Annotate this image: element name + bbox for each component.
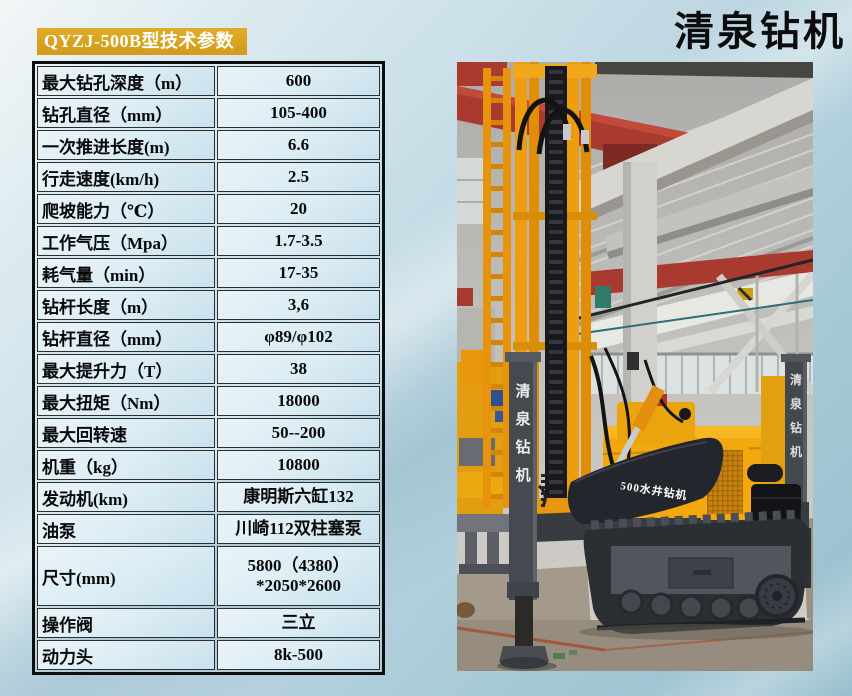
spec-row: 油泵 川崎112双柱塞泵 bbox=[37, 514, 380, 544]
spec-table: 最大钻孔深度（m） 600 钻孔直径（mm） 105-400 一次推进长度(m)… bbox=[32, 61, 385, 675]
spec-label: 油泵 bbox=[37, 514, 215, 544]
front-post-brand-vertical: 清泉钻机 bbox=[514, 382, 531, 484]
spec-row: 最大钻孔深度（m） 600 bbox=[37, 66, 380, 96]
spec-value: 10800 bbox=[217, 450, 380, 480]
hanging-cable bbox=[570, 258, 813, 322]
spec-row: 最大提升力（T） 38 bbox=[37, 354, 380, 384]
spec-value: 105-400 bbox=[217, 98, 380, 128]
hydraulic-cylinder bbox=[632, 384, 665, 432]
road-wheel bbox=[708, 595, 734, 621]
spec-value: 20 bbox=[217, 194, 380, 224]
spec-row: 最大扭矩（Nm） 18000 bbox=[37, 386, 380, 416]
spec-value: 17-35 bbox=[217, 258, 380, 288]
spec-row: 爬坡能力（℃） 20 bbox=[37, 194, 380, 224]
spec-row: 一次推进长度(m) 6.6 bbox=[37, 130, 380, 160]
road-wheel bbox=[648, 592, 674, 618]
spec-row: 工作气压（Mpa） 1.7-3.5 bbox=[37, 226, 380, 256]
rear-post-brand-vertical: 清泉钻机 bbox=[790, 372, 803, 459]
spec-label: 最大回转速 bbox=[37, 418, 215, 448]
spec-value: 18000 bbox=[217, 386, 380, 416]
spec-label: 机重（kg） bbox=[37, 450, 215, 480]
spec-row: 机重（kg） 10800 bbox=[37, 450, 380, 480]
spec-row: 动力头 8k-500 bbox=[37, 640, 380, 670]
spec-label: 行走速度(km/h) bbox=[37, 162, 215, 192]
crawler-track bbox=[579, 509, 813, 640]
spec-value: 1.7-3.5 bbox=[217, 226, 380, 256]
spec-label: 工作气压（Mpa） bbox=[37, 226, 215, 256]
wall-window bbox=[457, 158, 485, 224]
spec-label: 爬坡能力（℃） bbox=[37, 194, 215, 224]
air-cylinder bbox=[747, 464, 783, 482]
hanging-cable bbox=[576, 299, 813, 335]
machine-photo: 清泉钻机 bbox=[457, 62, 813, 671]
spec-row: 尺寸(mm) 5800（4380） *2050*2600 bbox=[37, 546, 380, 606]
front-jack-leg: 清泉钻机 bbox=[497, 352, 557, 671]
spec-value: 3,6 bbox=[217, 290, 380, 320]
spec-label: 最大钻孔深度（m） bbox=[37, 66, 215, 96]
spec-row: 钻杆长度（m） 3,6 bbox=[37, 290, 380, 320]
hydraulic-hose bbox=[603, 347, 631, 473]
hydraulic-hose bbox=[516, 97, 572, 151]
spec-label: 最大提升力（T） bbox=[37, 354, 215, 384]
spec-row: 钻孔直径（mm） 105-400 bbox=[37, 98, 380, 128]
brand-title: 清泉钻机 bbox=[674, 9, 846, 54]
crane-beam-top-left bbox=[457, 62, 507, 86]
spec-value: 三立 bbox=[217, 608, 380, 638]
spec-value: 38 bbox=[217, 354, 380, 384]
spec-value: 8k-500 bbox=[217, 640, 380, 670]
road-wheel bbox=[678, 594, 704, 620]
spec-label: 动力头 bbox=[37, 640, 215, 670]
track-shadow bbox=[579, 624, 813, 640]
spec-row: 行走速度(km/h) 2.5 bbox=[37, 162, 380, 192]
spec-value: φ89/φ102 bbox=[217, 322, 380, 352]
gray-beam-shadow bbox=[607, 188, 813, 259]
spec-value: 50--200 bbox=[217, 418, 380, 448]
spec-label: 一次推进长度(m) bbox=[37, 130, 215, 160]
spec-row: 耗气量（min） 17-35 bbox=[37, 258, 380, 288]
track-links bbox=[590, 509, 802, 530]
canopy-fender: 500水井钻机 bbox=[567, 437, 724, 524]
dark-roof-beam bbox=[595, 62, 813, 78]
road-wheel bbox=[618, 589, 644, 615]
spec-value: 2.5 bbox=[217, 162, 380, 192]
spec-title-badge: QYZJ-500B型技术参数 bbox=[37, 28, 247, 55]
spec-label: 钻杆直径（mm） bbox=[37, 322, 215, 352]
spec-row: 操作阀 三立 bbox=[37, 608, 380, 638]
spec-label: 钻杆长度（m） bbox=[37, 290, 215, 320]
spec-table-body: 最大钻孔深度（m） 600 钻孔直径（mm） 105-400 一次推进长度(m)… bbox=[37, 66, 380, 670]
spec-value: 川崎112双柱塞泵 bbox=[217, 514, 380, 544]
spec-label: 钻孔直径（mm） bbox=[37, 98, 215, 128]
spec-row: 发动机(km) 康明斯六缸132 bbox=[37, 482, 380, 512]
spec-value: 600 bbox=[217, 66, 380, 96]
spec-value: 6.6 bbox=[217, 130, 380, 160]
spec-label: 最大扭矩（Nm） bbox=[37, 386, 215, 416]
spec-label: 尺寸(mm) bbox=[37, 546, 215, 606]
spec-value: 康明斯六缸132 bbox=[217, 482, 380, 512]
spec-label: 发动机(km) bbox=[37, 482, 215, 512]
spec-row: 最大回转速 50--200 bbox=[37, 418, 380, 448]
spec-value: 5800（4380） *2050*2600 bbox=[217, 546, 380, 606]
spec-label: 耗气量（min） bbox=[37, 258, 215, 288]
spec-row: 钻杆直径（mm） φ89/φ102 bbox=[37, 322, 380, 352]
spec-label: 操作阀 bbox=[37, 608, 215, 638]
